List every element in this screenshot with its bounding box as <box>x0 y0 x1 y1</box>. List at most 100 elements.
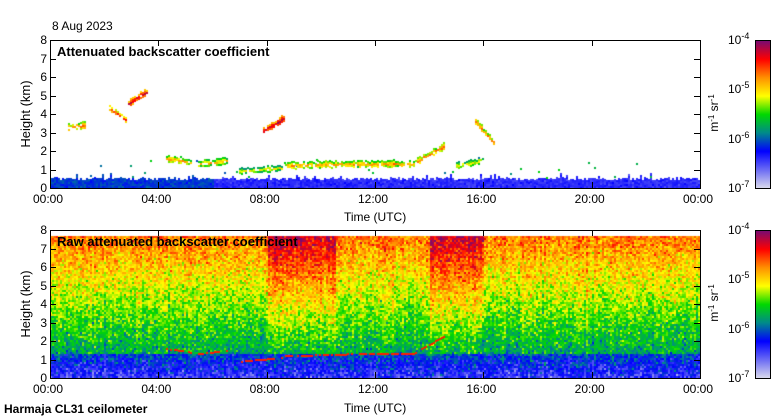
x-tick-mark <box>700 230 701 236</box>
colorbar-tick-label: 10-6 <box>728 319 750 336</box>
y-tick-label: 3 <box>40 315 47 330</box>
y-tick-label: 6 <box>40 260 47 274</box>
x-tick-mark <box>50 40 51 46</box>
x-tick-mark <box>266 182 268 188</box>
y-tick-mark <box>50 304 56 305</box>
y-tick-mark <box>50 95 56 97</box>
y-tick-mark <box>694 341 700 342</box>
exponent: -1 <box>707 94 716 102</box>
x-tick-mark <box>375 372 376 378</box>
y-tick-mark <box>694 359 700 361</box>
colorbar <box>755 40 771 189</box>
exponent: -1 <box>707 114 716 122</box>
colorbar-tick-label: 10-7 <box>728 369 750 386</box>
x-tick-mark <box>591 372 593 378</box>
panel-title: Attenuated backscatter coefficient <box>57 44 270 59</box>
panel-title: Raw attenuated backscatter coefficient <box>57 234 298 249</box>
y-tick-mark <box>50 40 56 41</box>
y-tick-mark <box>694 40 700 41</box>
x-tick-label: 20:00 <box>574 382 605 396</box>
y-tick-label: 7 <box>40 241 47 256</box>
plot-frame <box>50 230 701 379</box>
x-tick-mark <box>158 40 160 46</box>
y-tick-mark <box>50 378 56 379</box>
x-tick-mark <box>483 230 485 236</box>
y-tick-mark <box>50 151 56 152</box>
x-tick-label: 04:00 <box>141 192 172 206</box>
y-tick-label: 0 <box>40 181 47 195</box>
x-tick-mark <box>266 372 268 378</box>
y-tick-mark <box>694 188 700 189</box>
x-tick-mark <box>483 372 485 378</box>
x-tick-mark <box>375 40 376 46</box>
x-tick-label: 04:00 <box>141 382 172 396</box>
exponent: -6 <box>741 129 750 140</box>
x-tick-mark <box>158 182 160 188</box>
y-tick-label: 5 <box>40 278 47 293</box>
x-tick-mark <box>375 230 376 236</box>
exponent: -1 <box>707 284 716 292</box>
colorbar-tick-label: 10-4 <box>728 31 750 48</box>
y-tick-label: 4 <box>40 107 47 121</box>
x-tick-mark <box>591 182 593 188</box>
colorbar-unit-label: m-1 sr-1 <box>707 284 721 322</box>
y-tick-mark <box>50 132 56 134</box>
x-tick-mark <box>50 182 51 188</box>
y-tick-mark <box>694 77 700 78</box>
y-tick-label: 2 <box>40 334 47 348</box>
x-tick-mark <box>158 372 160 378</box>
exponent: -5 <box>741 270 750 281</box>
x-tick-label: 00:00 <box>683 382 714 396</box>
x-tick-mark <box>483 182 485 188</box>
y-tick-label: 3 <box>40 125 47 140</box>
x-tick-mark <box>700 40 701 46</box>
colorbar-tick-label: 10-7 <box>728 179 750 196</box>
y-tick-mark <box>50 322 56 324</box>
x-tick-label: 16:00 <box>466 192 497 206</box>
exponent: -4 <box>741 31 750 41</box>
exponent: -1 <box>707 304 716 312</box>
y-tick-mark <box>694 248 700 250</box>
y-tick-mark <box>694 114 700 115</box>
y-tick-mark <box>50 267 56 268</box>
plot-frame <box>50 40 701 189</box>
y-tick-mark <box>694 169 700 171</box>
y-tick-mark <box>50 285 56 287</box>
y-tick-mark <box>694 285 700 287</box>
y-axis-label: Height (km) <box>18 270 33 338</box>
x-tick-mark <box>375 182 376 188</box>
y-tick-label: 1 <box>40 162 47 177</box>
y-tick-mark <box>694 304 700 305</box>
y-tick-label: 7 <box>40 51 47 66</box>
x-tick-label: 16:00 <box>466 382 497 396</box>
y-tick-mark <box>50 359 56 361</box>
x-axis-label: Time (UTC) <box>344 401 407 415</box>
x-tick-mark <box>266 40 268 46</box>
y-tick-label: 1 <box>40 352 47 367</box>
colorbar-tick-label: 10-5 <box>728 270 750 287</box>
colorbar-tick-label: 10-5 <box>728 80 750 97</box>
colorbar <box>755 230 771 379</box>
exponent: -7 <box>741 179 750 189</box>
exponent: -6 <box>741 319 750 330</box>
y-tick-mark <box>694 58 700 60</box>
heatmap-attenuated-backscatter <box>50 40 700 188</box>
y-tick-label: 5 <box>40 88 47 103</box>
x-tick-label: 08:00 <box>249 382 280 396</box>
x-tick-label: 08:00 <box>249 192 280 206</box>
x-tick-mark <box>700 372 701 378</box>
x-tick-label: 12:00 <box>358 192 389 206</box>
x-tick-mark <box>50 372 51 378</box>
y-tick-mark <box>694 378 700 379</box>
x-tick-mark <box>158 230 160 236</box>
x-tick-mark <box>591 230 593 236</box>
x-tick-mark <box>591 40 593 46</box>
exponent: -4 <box>741 221 750 231</box>
y-tick-mark <box>694 230 700 231</box>
x-tick-label: 20:00 <box>574 192 605 206</box>
exponent: -7 <box>741 369 750 379</box>
y-tick-mark <box>50 58 56 60</box>
y-tick-mark <box>50 114 56 115</box>
colorbar-tick-label: 10-6 <box>728 129 750 146</box>
